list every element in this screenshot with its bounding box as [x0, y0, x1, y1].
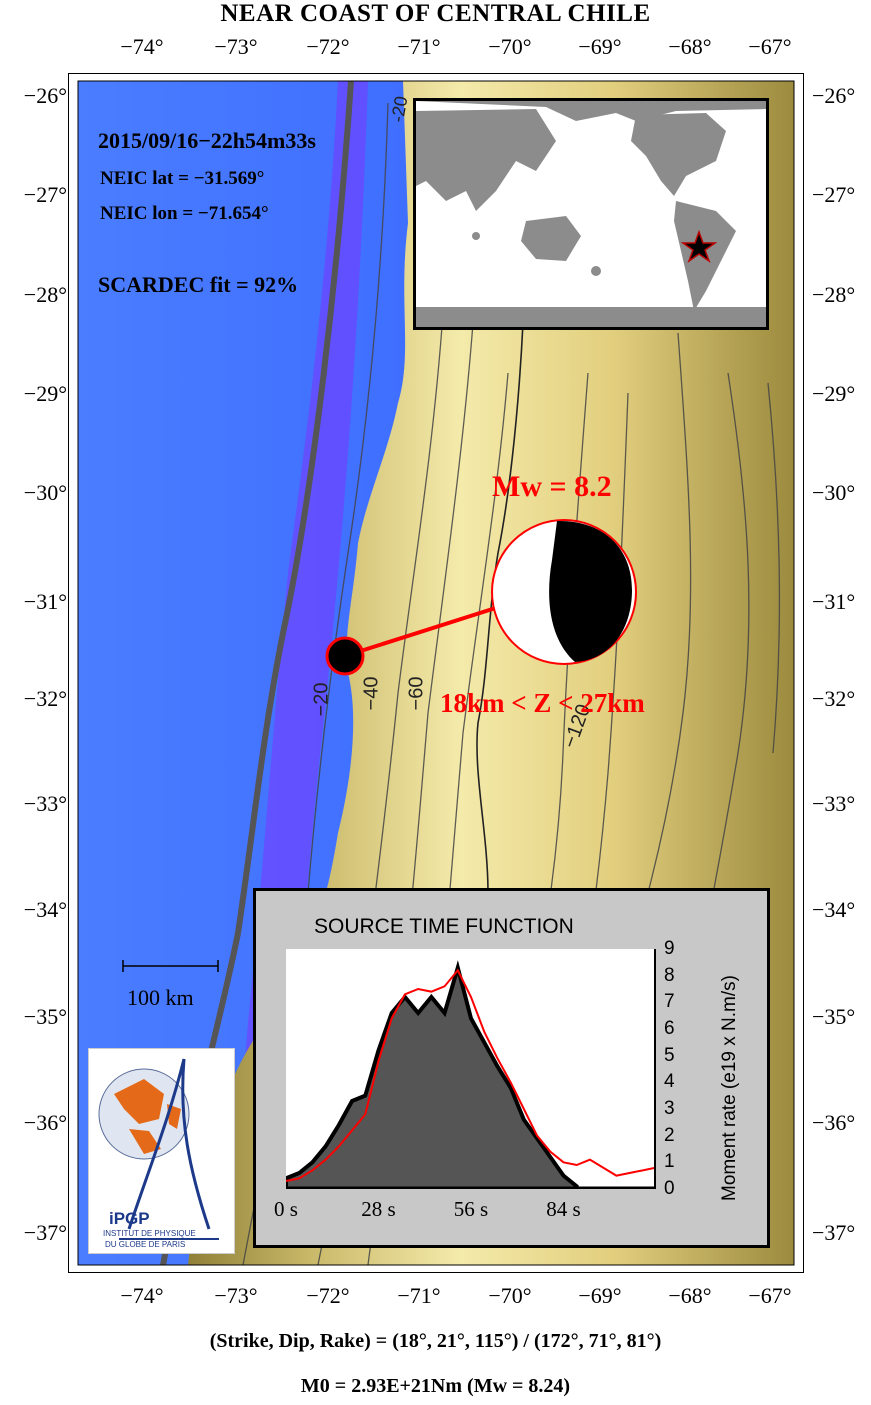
stf-ytick-label: 6	[664, 1018, 675, 1039]
lon-tick-label: −72°	[306, 34, 350, 59]
lat-tick-label: −26°	[812, 83, 856, 108]
lat-tick-label: −34°	[812, 897, 856, 922]
stf-xtick-label: 84 s	[546, 1197, 581, 1221]
stf-ytick-label: 3	[664, 1098, 675, 1119]
world-map	[416, 101, 766, 327]
stf-ytick-label: 0	[664, 1178, 675, 1199]
scale-bar-label: 100 km	[127, 985, 194, 1010]
stf-title: SOURCE TIME FUNCTION	[314, 915, 574, 938]
stf-panel: SOURCE TIME FUNCTION Moment rate (e19 x …	[253, 888, 770, 1248]
lat-tick-label: −30°	[812, 480, 856, 505]
lat-tick-label: −29°	[812, 381, 856, 406]
lat-tick-label: −34°	[23, 897, 67, 922]
lat-tick-label: −28°	[23, 282, 67, 307]
lon-tick-label: −70°	[488, 34, 532, 59]
lat-tick-label: −35°	[812, 1004, 856, 1029]
epicenter-marker	[325, 636, 365, 676]
stf-series-red	[286, 968, 656, 1182]
stf-ytick-label: 7	[664, 991, 675, 1013]
lon-tick-label: −71°	[397, 34, 441, 59]
focal-mechanism-beachball	[491, 519, 637, 665]
stf-ytick-label: 8	[664, 964, 675, 986]
lon-tick-label: −69°	[578, 34, 622, 59]
lat-tick-label: −31°	[23, 589, 67, 614]
lon-tick-label: −68°	[668, 34, 712, 59]
lat-tick-label: −35°	[23, 1004, 67, 1029]
globe-icon	[98, 1058, 219, 1240]
svg-text:-20: -20	[387, 95, 411, 124]
lon-tick-label: −74°	[120, 34, 164, 59]
stf-xtick-label: 28 s	[361, 1197, 396, 1221]
ipgp-logo: iPGP INSTITUT DE PHYSIQUE DU GLOBE DE PA…	[88, 1048, 235, 1254]
lon-tick-label: −72°	[306, 1283, 350, 1308]
lat-tick-label: −27°	[23, 182, 67, 207]
stf-xtick-label: 0 s	[274, 1197, 298, 1221]
scardec-fit: SCARDEC fit = 92%	[98, 272, 299, 297]
lon-tick-label: −67°	[748, 34, 792, 59]
logo-line1: INSTITUT DE PHYSIQUE	[103, 1229, 196, 1238]
lon-tick-label: −70°	[488, 1283, 532, 1308]
epicenter-star-icon	[680, 229, 718, 263]
stf-xtick-label: 56 s	[453, 1197, 489, 1221]
stf-ytick-label: 9	[664, 938, 675, 959]
stf-ytick-label: 2	[664, 1124, 675, 1146]
logo-name: iPGP	[109, 1209, 150, 1228]
stf-series-scardec	[286, 960, 579, 1189]
lat-tick-label: −37°	[23, 1220, 67, 1245]
lat-tick-label: −28°	[812, 282, 856, 307]
lat-tick-label: −33°	[812, 791, 856, 816]
lat-tick-label: −26°	[23, 83, 67, 108]
lat-tick-label: −32°	[23, 686, 67, 711]
lat-tick-label: −32°	[812, 686, 856, 711]
lat-tick-label: −36°	[812, 1110, 856, 1135]
nodal-planes: (Strike, Dip, Rake) = (18°, 21°, 115°) /…	[209, 1330, 662, 1352]
depth-label: 18km < Z < 27km	[440, 688, 645, 718]
lat-tick-label: −27°	[812, 182, 856, 207]
stf-ytick-label: 5	[664, 1044, 675, 1066]
map-title: NEAR COAST OF CENTRAL CHILE	[220, 0, 651, 27]
lat-tick-label: −31°	[812, 589, 856, 614]
lat-tick-label: −29°	[23, 381, 67, 406]
lat-tick-label: −33°	[23, 791, 67, 816]
stf-ytick-label: 4	[664, 1071, 675, 1093]
lon-tick-label: −74°	[120, 1283, 164, 1308]
magnitude-label: Mw = 8.2	[492, 470, 612, 503]
lon-tick-label: −69°	[578, 1283, 622, 1308]
lon-tick-label: −67°	[748, 1283, 792, 1308]
lat-tick-label: −36°	[23, 1110, 67, 1135]
lat-tick-label: −37°	[812, 1220, 856, 1245]
scalar-moment: M0 = 2.93E+21Nm (Mw = 8.24)	[300, 1375, 571, 1397]
world-inset-map	[413, 98, 769, 330]
lat-tick-label: −30°	[23, 480, 67, 505]
event-datetime: 2015/09/16−22h54m33s	[98, 128, 316, 153]
event-lon: NEIC lon = −71.654°	[100, 203, 269, 224]
stf-chart	[286, 949, 656, 1189]
lon-tick-label: −73°	[214, 1283, 258, 1308]
logo-line2: DU GLOBE DE PARIS	[105, 1240, 186, 1249]
lon-tick-label: −73°	[214, 34, 258, 59]
stf-ytick-label: 1	[664, 1151, 675, 1173]
lon-tick-label: −71°	[397, 1283, 441, 1308]
stf-ylabel: Moment rate (e19 x N.m/s)	[719, 975, 740, 1201]
lon-tick-label: −68°	[668, 1283, 712, 1308]
event-lat: NEIC lat = −31.569°	[100, 168, 265, 189]
